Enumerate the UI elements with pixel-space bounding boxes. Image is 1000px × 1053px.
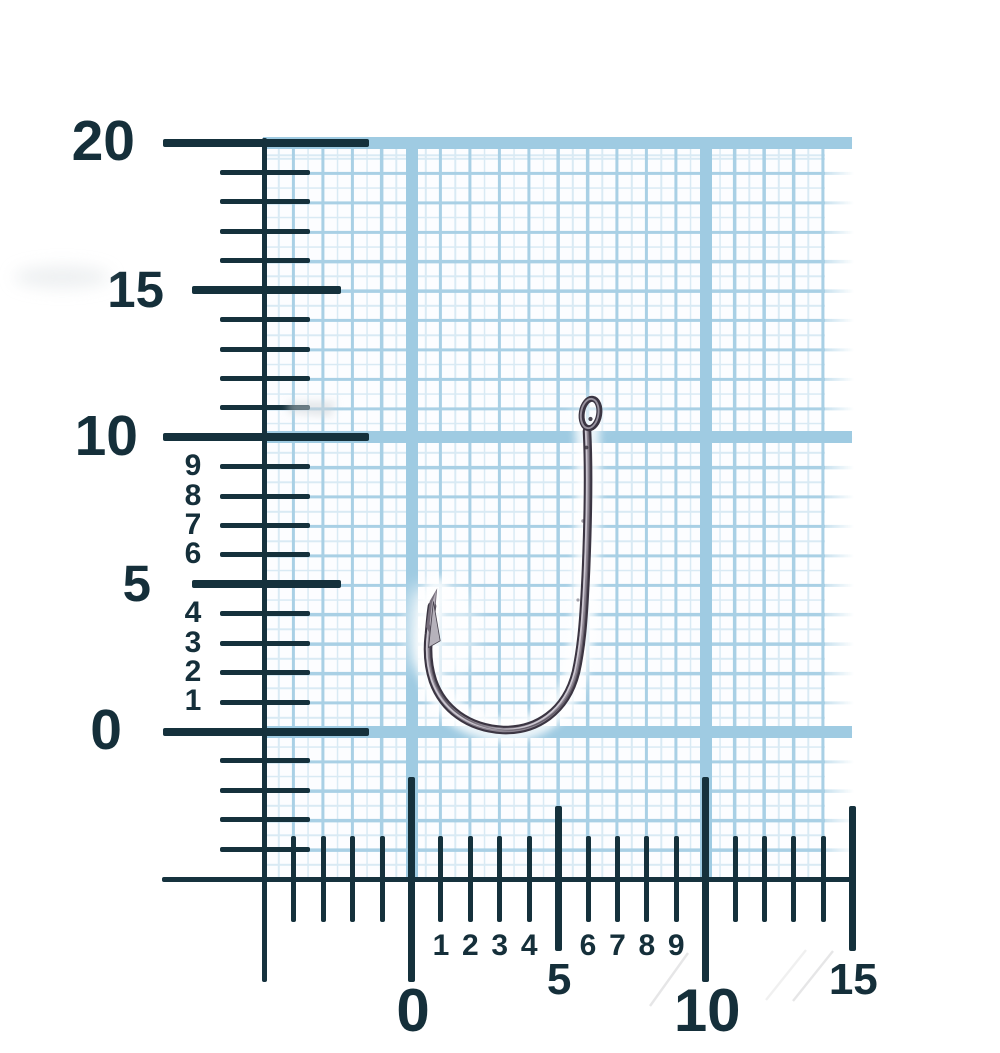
vertical-ruler-label-3mm: 3 (184, 625, 202, 659)
vertical-ruler-tick-0mm (163, 727, 369, 736)
horizontal-ruler-tick-13mm (791, 836, 797, 922)
vertical-ruler-tick--3mm (220, 817, 310, 823)
horizontal-ruler-label-0mm: 0 (396, 977, 430, 1044)
horizontal-ruler-tick-7mm (614, 836, 620, 922)
vertical-ruler-tick-14mm (220, 317, 310, 323)
vertical-ruler-tick-12mm (220, 375, 310, 381)
graph-paper-grid (266, 137, 825, 877)
vertical-ruler-tick-8mm (220, 493, 310, 499)
vertical-ruler-tick--4mm (220, 846, 310, 852)
vertical-ruler-tick--1mm (220, 758, 310, 764)
horizontal-ruler-tick-15mm (849, 806, 857, 951)
horizontal-ruler-tick-9mm (673, 836, 679, 922)
horizontal-ruler-tick-10mm (702, 777, 710, 982)
vertical-ruler-label-2mm: 2 (184, 655, 202, 689)
horizontal-ruler-label-3mm: 3 (491, 929, 509, 962)
horizontal-ruler-label-15mm: 15 (828, 955, 878, 1004)
horizontal-ruler-tick-6mm (585, 836, 591, 922)
vertical-ruler-label-9mm: 9 (184, 449, 202, 483)
vertical-ruler-label-5mm: 5 (122, 554, 151, 612)
vertical-ruler-axis (261, 138, 267, 982)
vertical-ruler-tick-2mm (220, 670, 310, 676)
vertical-ruler-label-7mm: 7 (184, 507, 202, 541)
graph-paper-torn-edge (823, 137, 854, 877)
grid-band-col-0mm (405, 137, 418, 877)
horizontal-ruler-axis (162, 877, 856, 882)
horizontal-ruler-label-1mm: 1 (432, 929, 450, 962)
horizontal-ruler-label-5mm: 5 (546, 955, 572, 1004)
horizontal-ruler-tick-11mm (732, 836, 738, 922)
horizontal-ruler-tick--3mm (320, 836, 326, 922)
vertical-ruler-label-15mm: 15 (107, 260, 164, 318)
vertical-ruler-label-6mm: 6 (184, 537, 202, 571)
vertical-ruler-tick-4mm (220, 611, 310, 617)
vertical-ruler-tick-17mm (220, 228, 310, 234)
horizontal-ruler-tick--4mm (291, 836, 297, 922)
horizontal-ruler-tick-3mm (497, 836, 503, 922)
vertical-ruler-tick--2mm (220, 787, 310, 793)
vertical-ruler-tick-3mm (220, 640, 310, 646)
horizontal-ruler-tick-2mm (467, 836, 473, 922)
vertical-ruler-tick-15mm (192, 286, 341, 295)
vertical-ruler-label-10mm: 10 (74, 403, 138, 468)
vertical-ruler-tick-19mm (220, 170, 310, 176)
vertical-ruler-tick-20mm (163, 139, 369, 148)
horizontal-ruler-tick-8mm (644, 836, 650, 922)
vertical-ruler-label-20mm: 20 (71, 109, 135, 174)
horizontal-ruler-tick--1mm (379, 836, 385, 922)
horizontal-ruler-tick--2mm (350, 836, 356, 922)
vertical-ruler-tick-9mm (220, 464, 310, 470)
horizontal-ruler-tick-0mm (408, 777, 415, 982)
horizontal-ruler-label-2mm: 2 (461, 929, 479, 962)
horizontal-ruler-tick-12mm (762, 836, 768, 922)
horizontal-ruler-label-7mm: 7 (609, 929, 626, 962)
vertical-ruler-tick-13mm (220, 346, 310, 352)
vertical-ruler-tick-7mm (220, 523, 310, 529)
vertical-ruler-tick-10mm (163, 433, 369, 442)
vertical-ruler-label-8mm: 8 (184, 478, 202, 512)
horizontal-ruler-label-9mm: 9 (667, 929, 685, 962)
vertical-ruler-tick-16mm (220, 258, 310, 264)
horizontal-ruler-tick-1mm (438, 836, 444, 922)
horizontal-ruler-tick-5mm (555, 806, 563, 951)
horizontal-ruler-tick-14mm (820, 836, 826, 922)
horizontal-ruler-tick-4mm (526, 836, 532, 922)
grid-band-col-10mm (699, 137, 712, 877)
vertical-ruler-tick-11mm (220, 405, 310, 411)
vertical-ruler-tick-1mm (220, 699, 310, 705)
horizontal-ruler-label-6mm: 6 (579, 929, 597, 962)
vertical-ruler-label-0mm: 0 (90, 697, 122, 762)
vertical-ruler-tick-5mm (192, 580, 341, 589)
vertical-ruler-label-1mm: 1 (184, 684, 202, 718)
vertical-ruler-tick-18mm (220, 199, 310, 205)
horizontal-ruler-label-4mm: 4 (520, 929, 538, 962)
vertical-ruler-tick-6mm (220, 552, 310, 558)
vertical-ruler-label-4mm: 4 (184, 596, 202, 630)
